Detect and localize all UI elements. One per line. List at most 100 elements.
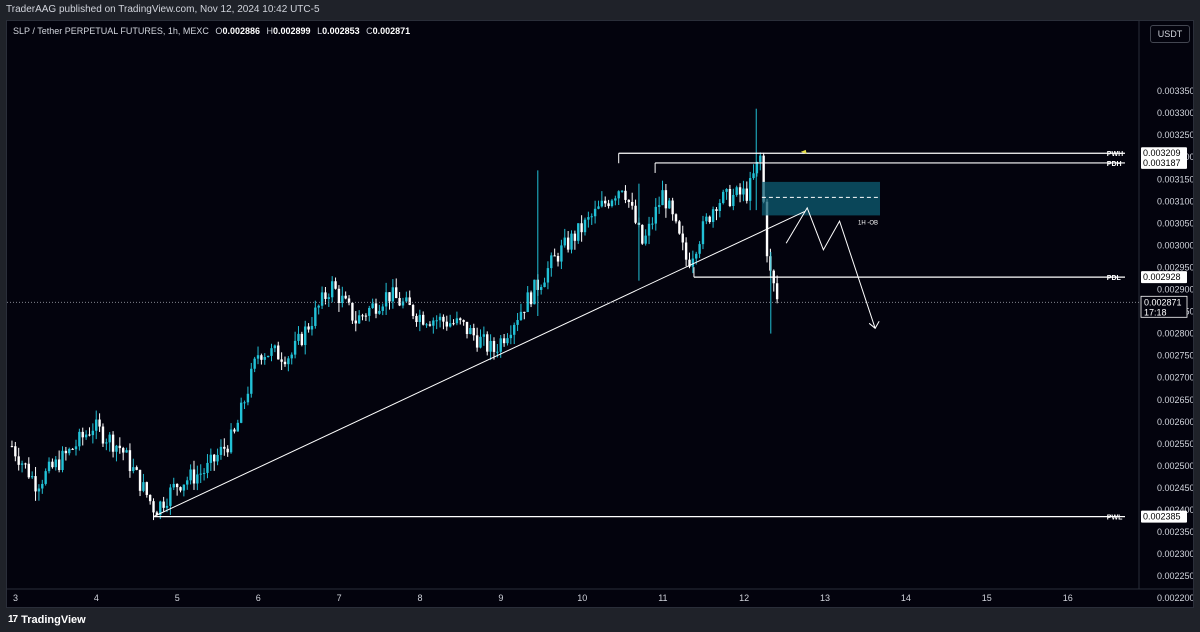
candle-body <box>351 302 354 321</box>
x-tick-label: 13 <box>820 593 830 603</box>
candle-body <box>418 314 422 322</box>
candle-body <box>604 200 607 204</box>
publish-bar: TraderAAG published on TradingView.com, … <box>0 0 1200 20</box>
candle-body <box>84 434 88 438</box>
low-value: 0.002853 <box>322 26 360 36</box>
candle-body <box>415 315 418 322</box>
x-tick-label: 8 <box>418 593 423 603</box>
candle-body <box>24 463 27 465</box>
x-tick-label: 16 <box>1063 593 1073 603</box>
trendline[interactable] <box>153 210 805 518</box>
y-tick-label: 0.002300 <box>1157 549 1194 559</box>
candle-body <box>711 209 715 222</box>
candle-body <box>283 361 287 365</box>
candle-body <box>378 310 381 314</box>
y-tick-label: 0.002750 <box>1157 351 1194 361</box>
candle-body <box>175 483 179 488</box>
candle-body <box>465 321 469 335</box>
candle-body <box>135 467 138 470</box>
candle-body <box>472 328 475 336</box>
candle-body <box>614 198 617 201</box>
candle-body <box>583 219 587 233</box>
candle-body <box>748 178 752 201</box>
y-tick-label: 0.003000 <box>1157 240 1194 250</box>
candle-body <box>695 253 698 259</box>
candle-body <box>691 258 695 267</box>
flag-marker-icon <box>800 149 807 154</box>
candle-body <box>479 336 482 348</box>
candle-body <box>641 224 644 244</box>
candle-body <box>357 315 361 324</box>
candle-body <box>408 297 411 306</box>
candle-body <box>438 316 442 321</box>
candle-body <box>17 456 20 465</box>
candle-body <box>34 476 37 492</box>
candle-body <box>543 282 546 288</box>
candle-body <box>169 487 172 506</box>
current-price-tag <box>1140 295 1188 318</box>
projection-path[interactable] <box>785 206 876 329</box>
candle-body <box>101 426 105 444</box>
candle-body <box>44 471 47 484</box>
x-tick-label: 14 <box>901 593 911 603</box>
footer-bar: 17 TradingView <box>0 608 1200 632</box>
order-block-zone[interactable] <box>761 181 881 216</box>
candle-body <box>671 200 674 215</box>
candle-body <box>374 303 378 314</box>
candle-body <box>354 320 357 324</box>
candle-body <box>762 155 765 202</box>
candle-body <box>223 446 226 449</box>
candle-body <box>229 429 233 453</box>
candle-body <box>297 333 300 341</box>
candle-body <box>509 334 513 339</box>
chart-panel[interactable]: 0.0033500.0033000.0032500.0032000.003150… <box>6 20 1194 608</box>
candle-body <box>14 446 17 457</box>
candle-body <box>260 355 263 360</box>
candle-body <box>519 311 523 321</box>
candle-body <box>71 448 74 450</box>
candle-body <box>469 328 472 335</box>
candle-body <box>162 501 165 508</box>
y-tick-label: 0.002600 <box>1157 417 1194 427</box>
currency-button[interactable]: USDT <box>1150 25 1190 43</box>
candle-body <box>428 324 432 326</box>
candle-body <box>745 188 748 201</box>
candle-body <box>459 318 462 321</box>
candle-body <box>705 216 708 222</box>
candle-body <box>533 279 536 305</box>
candle-body <box>307 326 310 330</box>
candle-body <box>499 338 502 352</box>
high-value: 0.002899 <box>273 26 311 36</box>
candle-body <box>138 469 142 491</box>
candle-body <box>202 472 206 474</box>
y-tick-label: 0.002950 <box>1157 262 1194 272</box>
level-name-pwl: PWL <box>1107 515 1123 522</box>
level-price-label: 0.003187 <box>1143 158 1181 168</box>
candle-body <box>698 244 701 254</box>
candle-body <box>37 488 41 492</box>
y-tick-label: 0.002700 <box>1157 373 1194 383</box>
candle-body <box>246 393 250 403</box>
candle-body <box>243 402 246 404</box>
tradingview-wordmark: TradingView <box>21 614 86 626</box>
candle-body <box>54 459 57 468</box>
open-value: 0.002886 <box>222 26 260 36</box>
y-tick-label: 0.003300 <box>1157 108 1194 118</box>
candle-body <box>722 191 725 204</box>
candle-body <box>432 320 435 326</box>
candle-body <box>570 233 573 250</box>
candle-body <box>580 223 583 233</box>
symbol-name: SLP / Tether PERPETUAL FUTURES, 1h, MEXC <box>13 26 209 36</box>
level-price-label: 0.003209 <box>1143 148 1181 158</box>
candle-body <box>600 200 604 207</box>
candle-body <box>216 454 219 462</box>
candle-body <box>256 355 260 359</box>
candle-body <box>657 205 661 207</box>
candle-body <box>516 320 519 325</box>
candle-body <box>627 199 631 202</box>
price-chart[interactable]: 0.0033500.0033000.0032500.0032000.003150… <box>7 21 1194 608</box>
candle-body <box>68 448 71 454</box>
candle-body <box>182 484 186 491</box>
candle-body <box>314 307 317 326</box>
candle-body <box>337 288 341 303</box>
